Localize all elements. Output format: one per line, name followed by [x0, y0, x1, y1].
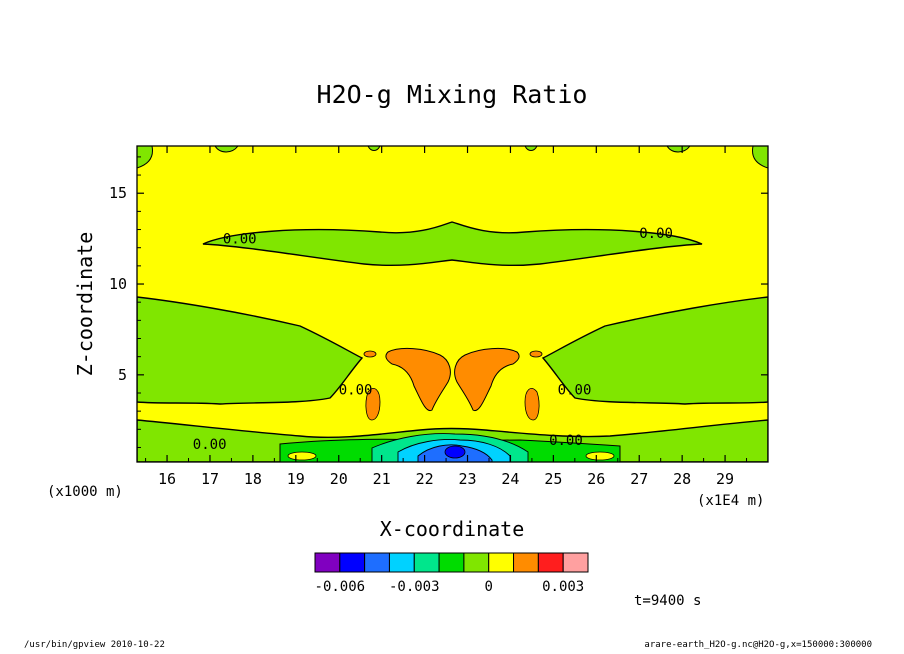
- contour-label: 0.00: [549, 433, 583, 449]
- x-tick-label: 17: [201, 470, 219, 488]
- colorbar-swatch: [364, 552, 390, 573]
- y-tick-label: 15: [109, 184, 127, 202]
- x-axis-label: X-coordinate: [380, 517, 525, 541]
- x-unit-right: (x1E4 m): [697, 493, 764, 509]
- time-annotation: t=9400 s: [634, 593, 702, 609]
- contour-label: 0.00: [339, 382, 373, 398]
- x-tick-label: 18: [244, 470, 262, 488]
- x-tick-label: 19: [287, 470, 305, 488]
- colorbar-swatch: [314, 552, 341, 573]
- x-tick-label: 26: [587, 470, 605, 488]
- colorbar-swatch: [339, 552, 366, 573]
- chart-title: H2O-g Mixing Ratio: [317, 80, 588, 109]
- x-tick-label: 25: [544, 470, 562, 488]
- colorbar-tick-label: 0.003: [542, 579, 584, 595]
- plot-area: 0.00 0.00 0.00 0.00 0.00 0.00 16 17 18 19 20 21 22 2…: [109, 145, 769, 488]
- colorbar: -0.006 -0.003 0 0.003: [314, 552, 589, 595]
- colorbar-swatch: [438, 552, 465, 573]
- x-tick-label: 28: [673, 470, 691, 488]
- contour-label: 0.00: [193, 437, 227, 453]
- footer-program: /usr/bin/gpview 2010-10-22: [24, 640, 165, 650]
- colorbar-tick-label: -0.006: [315, 579, 366, 595]
- x-tick-label: 16: [158, 470, 176, 488]
- y-tick-label: 5: [118, 366, 127, 384]
- colorbar-swatch: [562, 552, 589, 573]
- colorbar-swatch: [537, 552, 564, 573]
- contour-label: 0.00: [223, 232, 257, 248]
- plume-left: [385, 347, 451, 412]
- contour-band-upper: [202, 221, 703, 267]
- x-tick-label: 23: [458, 470, 476, 488]
- x-tick-label: 24: [501, 470, 519, 488]
- colorbar-swatch: [413, 552, 440, 573]
- colorbar-tick-label: 0: [485, 579, 493, 595]
- colorbar-swatch: [488, 552, 515, 573]
- patch-surface-left: [287, 451, 317, 461]
- colorbar-swatch: [388, 552, 415, 573]
- x-tick-label: 22: [416, 470, 434, 488]
- colorbar-tick-label: -0.003: [389, 579, 440, 595]
- x-tick-label: 21: [373, 470, 391, 488]
- contour-lobe-right: [541, 296, 768, 405]
- plume-left-small: [365, 388, 381, 421]
- plume-right-tip: [529, 350, 543, 358]
- patch-surface-right: [585, 451, 615, 461]
- contour-label: 0.00: [558, 382, 592, 398]
- field-positive-region: [137, 146, 768, 462]
- colorbar-swatch: [463, 552, 490, 573]
- plume-left-tip: [363, 350, 377, 358]
- x-unit-left: (x1000 m): [47, 484, 123, 500]
- contour-neg-core: [444, 445, 466, 459]
- y-tick-label: 10: [109, 275, 127, 293]
- contour-label: 0.00: [639, 226, 673, 242]
- footer-source: arare-earth_H2O-g.nc@H2O-g,x=150000:3000…: [644, 640, 872, 650]
- plot-frame: [136, 145, 769, 463]
- colorbar-swatch: [513, 552, 539, 573]
- x-tick-label: 20: [330, 470, 348, 488]
- contour-lobe-left: [137, 296, 364, 405]
- y-axis-label: Z-coordinate: [73, 232, 97, 377]
- x-tick-label: 27: [630, 470, 648, 488]
- x-tick-label: 29: [716, 470, 734, 488]
- plume-right: [454, 347, 520, 412]
- plume-right-small: [524, 388, 540, 421]
